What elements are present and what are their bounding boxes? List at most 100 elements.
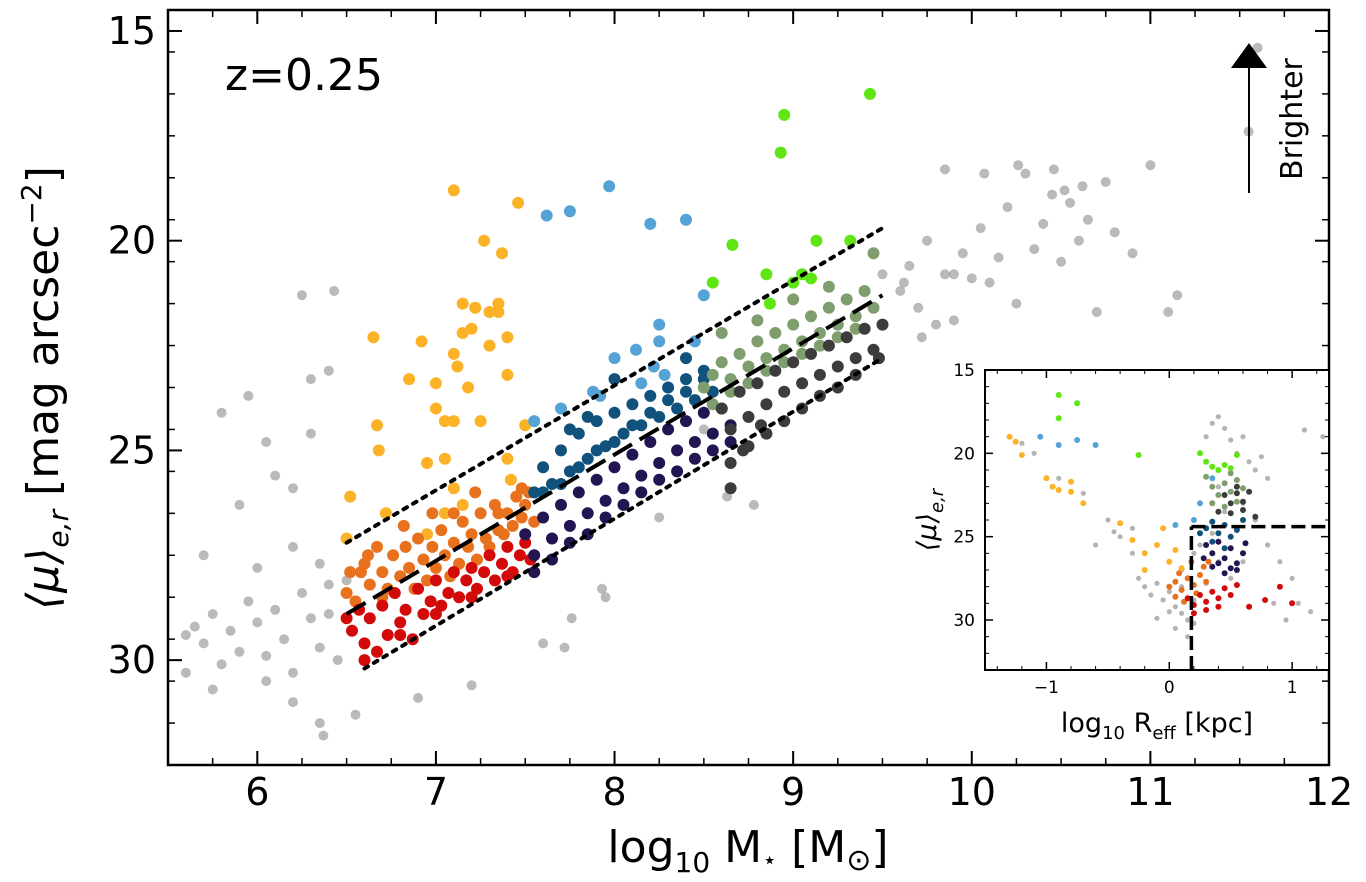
inset-point-green	[1221, 462, 1228, 468]
point-dark	[751, 377, 764, 390]
point-navy	[528, 566, 541, 579]
y-tick-label: 20	[108, 219, 156, 263]
point-grey	[332, 655, 343, 666]
inset-point-yellow	[1018, 452, 1025, 458]
point-navy	[688, 452, 701, 465]
point-grey	[1163, 307, 1174, 317]
inset-point-grey	[1308, 609, 1314, 615]
point-grey	[305, 374, 316, 385]
point-red	[496, 557, 508, 570]
point-green	[726, 238, 739, 251]
inset-point-grey	[1265, 475, 1271, 481]
point-grey	[279, 634, 290, 645]
point-red	[399, 603, 412, 616]
point-yellow	[403, 373, 416, 386]
point-grey	[297, 290, 307, 301]
point-lightblue	[540, 209, 553, 222]
series-dark	[715, 318, 889, 495]
point-darkblue	[653, 410, 666, 423]
point-green	[864, 87, 876, 100]
point-darkblue	[599, 440, 612, 453]
point-navy	[671, 465, 684, 478]
point-green	[774, 146, 787, 159]
point-sage	[706, 368, 719, 381]
inset-point-red	[1209, 588, 1216, 595]
x-axis-title-unit: [M	[777, 822, 846, 873]
inset-y-axis-title: ⟨μ⟩e,r	[912, 487, 948, 551]
inset-point-grey	[1265, 542, 1271, 548]
inset-point-grey	[1129, 550, 1135, 556]
point-grey	[1100, 177, 1111, 187]
inset-point-red	[1221, 585, 1228, 592]
point-orange	[426, 507, 439, 520]
point-darkblue	[528, 486, 541, 499]
point-grey	[940, 164, 950, 175]
point-sage	[751, 335, 764, 348]
inset-point-orange	[1178, 587, 1185, 593]
point-darkblue	[590, 444, 603, 457]
point-darkblue	[581, 410, 594, 423]
point-sage	[787, 318, 800, 331]
point-red	[513, 549, 526, 562]
inset-point-orange	[1184, 575, 1191, 582]
point-grey	[904, 260, 915, 271]
inset-point-navy	[1203, 542, 1210, 548]
point-grey	[1127, 248, 1138, 259]
inset-point-sage	[1233, 477, 1240, 483]
inset-series-green	[1055, 392, 1240, 473]
point-yellow	[501, 368, 514, 381]
inset-y-tick-label: 20	[953, 444, 975, 464]
inset-point-yellow	[1166, 558, 1173, 565]
inset-point-darkblue	[1240, 517, 1246, 523]
inset-y-tick-label: 30	[953, 611, 975, 631]
point-grey	[323, 579, 334, 590]
point-navy	[590, 473, 603, 486]
point-grey	[314, 718, 325, 729]
point-orange	[465, 528, 478, 541]
point-lightblue	[603, 180, 616, 193]
point-red	[501, 540, 514, 553]
point-green	[778, 108, 791, 121]
point-darkblue	[644, 406, 657, 419]
point-lightblue	[653, 318, 666, 331]
point-darkblue	[635, 419, 648, 432]
point-grey	[922, 235, 933, 246]
brighter-arrow: Brighter	[1231, 43, 1310, 193]
point-grey	[252, 617, 263, 628]
point-red	[388, 587, 401, 599]
series-yellow	[340, 184, 532, 545]
inset-point-darkblue	[1233, 527, 1240, 533]
point-grey	[1109, 227, 1120, 238]
point-navy	[528, 549, 541, 562]
point-yellow	[456, 297, 469, 310]
inset-point-navy	[1209, 563, 1216, 570]
inset-point-lightblue	[1197, 500, 1203, 507]
inset-point-grey	[1228, 437, 1234, 443]
point-lightblue	[635, 377, 648, 390]
point-yellow	[415, 335, 428, 348]
point-orange	[340, 587, 353, 599]
inset-x-axis-title-r: R	[1125, 708, 1152, 739]
point-lightblue	[697, 289, 710, 302]
point-yellow	[421, 528, 433, 541]
band-lower-line	[362, 356, 885, 671]
point-darkblue	[617, 427, 630, 440]
inset-point-grey	[1191, 550, 1197, 556]
inset-point-yellow	[1006, 433, 1013, 440]
inset-point-red	[1215, 603, 1222, 610]
point-darkblue	[537, 461, 550, 474]
point-darkblue	[697, 373, 710, 386]
point-lightblue	[658, 368, 671, 381]
inset-point-sage	[1227, 488, 1234, 495]
point-yellow	[379, 507, 392, 520]
point-sage	[778, 356, 791, 369]
inset-point-navy	[1215, 560, 1222, 567]
inset-y-axis-title-mu: ⟨μ⟩	[912, 513, 943, 551]
point-navy	[688, 436, 701, 448]
point-red	[358, 637, 371, 650]
inset-point-orange	[1203, 578, 1210, 585]
point-grey	[261, 650, 272, 661]
point-sage	[742, 360, 755, 373]
point-grey	[966, 273, 977, 284]
